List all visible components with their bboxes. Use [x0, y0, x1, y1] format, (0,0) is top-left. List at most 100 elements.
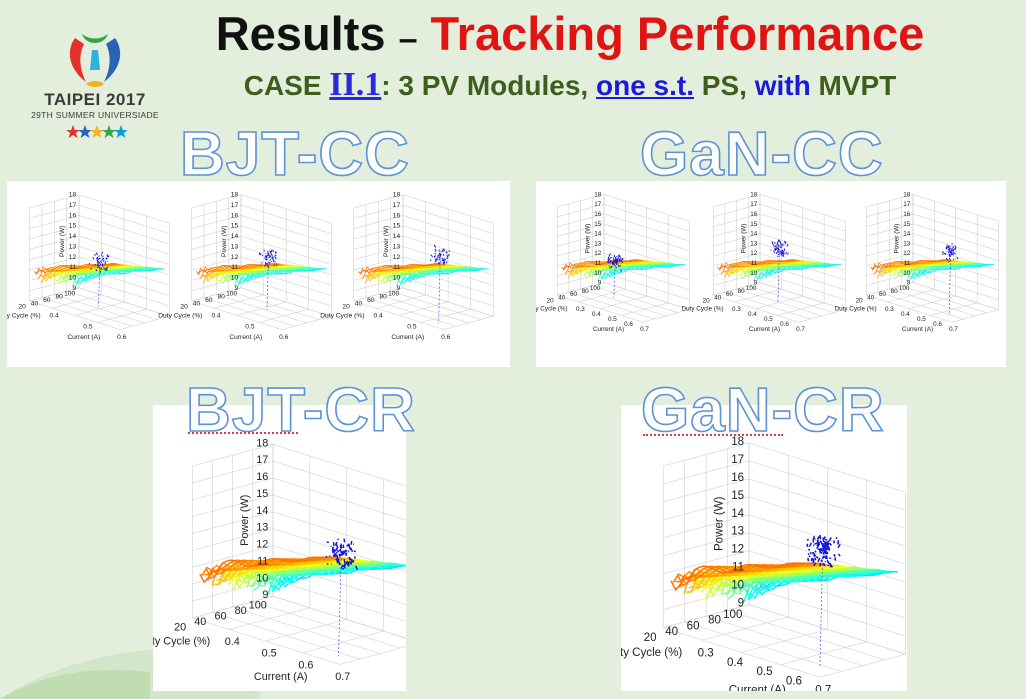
z-tick-label: 13: [256, 522, 268, 534]
surface-ridge: [224, 558, 358, 577]
z-tick-label: 18: [594, 191, 602, 198]
surface-ridge: [374, 264, 456, 278]
tracking-point: [342, 544, 345, 549]
tracking-point: [824, 538, 828, 542]
z-tick-label: 17: [731, 454, 744, 466]
tracking-point: [821, 542, 825, 547]
grid-line: [798, 309, 846, 323]
tracking-point: [776, 245, 778, 249]
grid-line: [759, 194, 846, 222]
tracking-point: [325, 555, 328, 558]
z-tick-label: 17: [750, 201, 758, 208]
tracking-point: [616, 258, 619, 261]
z-tick-label: 17: [256, 454, 268, 466]
tracking-point: [945, 257, 948, 260]
y-tick-label: 100: [746, 285, 757, 292]
tracking-point: [823, 555, 828, 560]
z-tick-label: 15: [750, 221, 758, 228]
y-tick-label: 40: [867, 294, 875, 301]
tracking-point: [826, 551, 829, 555]
tracking-point: [431, 256, 434, 258]
surface-ridge: [279, 564, 406, 581]
surface-ridge: [754, 570, 896, 593]
five-stars-icon: [67, 125, 127, 138]
tracking-point: [95, 268, 98, 272]
y-axis-label: Duty Cycle (%): [158, 312, 202, 319]
tracking-point: [349, 562, 353, 565]
y-tick-label: 100: [226, 290, 237, 297]
x-tick-label: 0.7: [949, 326, 958, 333]
surface-ridge: [736, 568, 879, 588]
tracking-point: [439, 250, 441, 252]
tracking-point: [95, 252, 98, 256]
z-tick-label: 12: [731, 544, 744, 556]
surface-ridge: [226, 266, 309, 279]
tracking-point: [435, 257, 438, 261]
x-tick-label: 0.3: [732, 306, 741, 313]
z-axis-label: Power (W): [383, 226, 390, 257]
z-tick-label: 16: [750, 211, 758, 218]
x-tick-label: 0.4: [748, 311, 757, 318]
grid-line: [930, 302, 978, 316]
slide-title: Results – Tracking Performance: [170, 6, 970, 61]
z-tick-label: 11: [595, 260, 602, 267]
tracking-point: [819, 549, 822, 554]
z-tick-label: 17: [393, 202, 401, 209]
surface-ridge: [677, 562, 819, 581]
z-tick-label: 11: [69, 264, 76, 271]
tracking-point: [825, 543, 829, 546]
tracking-point: [946, 258, 949, 261]
tracking-point: [948, 249, 951, 253]
tracking-point: [88, 262, 91, 265]
z-tick-label: 11: [751, 260, 758, 267]
x-tick-label: 0.6: [780, 321, 789, 328]
tracking-point: [947, 250, 950, 254]
z-tick-label: 18: [393, 192, 401, 199]
tracking-point: [446, 256, 449, 260]
grid-line: [592, 285, 678, 313]
x-tick-label: 0.7: [815, 685, 831, 691]
tracking-point: [829, 557, 832, 560]
x-tick-label: 0.3: [576, 306, 585, 313]
z-tick-label: 11: [393, 264, 400, 271]
surface-ridge: [243, 268, 325, 281]
z-tick-label: 18: [750, 191, 758, 198]
tracking-point: [105, 257, 107, 260]
tracking-point: [104, 261, 106, 263]
tracking-point: [835, 536, 838, 540]
tracking-point: [808, 555, 811, 558]
tracking-point: [950, 249, 952, 251]
tracking-point: [615, 266, 618, 269]
title-dash: –: [398, 20, 418, 58]
grid-line: [232, 606, 381, 654]
tracking-point: [350, 548, 354, 553]
z-tick-label: 12: [903, 250, 911, 257]
panel-label-gan-cc: GaN-CC: [639, 120, 884, 189]
grid-line: [302, 630, 384, 654]
z-tick-label: 16: [69, 212, 77, 219]
y-tick-label: 20: [703, 297, 711, 304]
tracking-point: [615, 262, 618, 265]
grid-line: [777, 302, 825, 316]
tracking-point: [100, 267, 103, 271]
x-tick-label: 0.6: [441, 334, 451, 341]
surface-ridge: [748, 262, 826, 273]
y-tick-label: 40: [194, 616, 206, 628]
tracking-point: [258, 252, 261, 256]
tracking-point: [333, 549, 336, 553]
tracking-point: [434, 259, 437, 262]
surface-ridge: [210, 264, 293, 278]
tracking-point: [347, 563, 351, 566]
tracking-point: [448, 250, 451, 252]
tracking-point: [264, 256, 267, 258]
tracking-point: [826, 559, 830, 565]
z-tick-label: 13: [69, 243, 77, 250]
tracking-point: [353, 550, 357, 553]
x-tick-label: 0.4: [592, 311, 601, 318]
x-tick-label: 0.4: [727, 657, 744, 669]
tracking-point: [104, 268, 107, 272]
tracking-point: [823, 544, 827, 548]
surface-ridge: [763, 264, 842, 274]
